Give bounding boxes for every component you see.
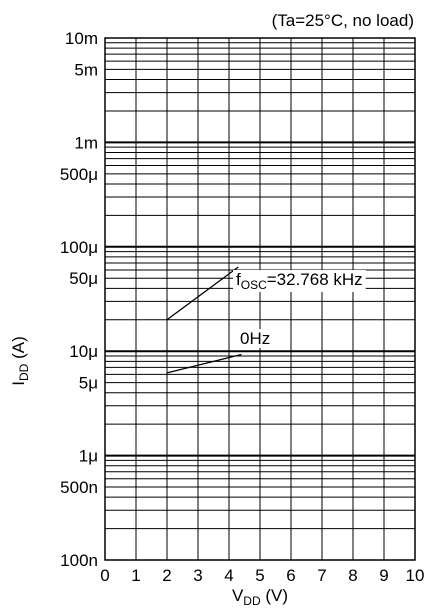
annotation-backgrounds <box>233 11 416 348</box>
annotation-0hz: 0Hz <box>240 329 270 348</box>
y-tick-label: 10m <box>65 29 98 48</box>
plot-frame <box>104 37 416 561</box>
y-tick-label: 5μ <box>79 374 98 393</box>
annotation-fosc: fOSC=32.768 kHz <box>236 270 363 292</box>
y-tick-label: 100n <box>60 551 98 570</box>
x-tick-label: 10 <box>406 566 425 585</box>
y-tick-label: 5m <box>74 60 98 79</box>
chart-condition: (Ta=25°C, no load) <box>272 11 414 30</box>
leader-line-fosc <box>166 266 239 321</box>
annotation-0hz-bg <box>237 329 274 348</box>
annotation-fosc-bg <box>233 270 366 292</box>
y-tick-labels: 10m 5m 1m 500μ 100μ 50μ 10μ 5μ 1μ 500n 100n <box>60 29 98 570</box>
x-tick-label: 3 <box>193 566 202 585</box>
x-tick-label: 6 <box>286 566 295 585</box>
annotation-leaders <box>166 266 242 374</box>
x-tick-label: 5 <box>255 566 264 585</box>
chart-condition-bg <box>269 11 416 30</box>
grid-minor-lines <box>105 38 415 560</box>
x-axis-label: VDD (V) <box>232 586 288 608</box>
x-tick-label: 7 <box>317 566 326 585</box>
x-tick-label: 2 <box>162 566 171 585</box>
y-tick-label: 1μ <box>79 447 98 466</box>
x-tick-labels: 0 1 2 3 4 5 6 7 8 9 10 <box>100 566 424 585</box>
x-tick-label: 4 <box>224 566 233 585</box>
grid-major-lines <box>105 141 415 457</box>
x-tick-label: 0 <box>100 566 109 585</box>
plot-border <box>104 37 416 561</box>
x-tick-label: 1 <box>131 566 140 585</box>
y-tick-label: 1m <box>74 133 98 152</box>
y-tick-label: 500n <box>60 478 98 497</box>
y-tick-label: 50μ <box>69 269 98 288</box>
y-axis-label: IDD (A) <box>9 336 31 385</box>
y-tick-label: 100μ <box>60 238 98 257</box>
x-tick-label: 9 <box>379 566 388 585</box>
y-tick-label: 10μ <box>69 342 98 361</box>
x-tick-label: 8 <box>348 566 357 585</box>
leader-line-0hz <box>166 353 242 374</box>
y-tick-label: 500μ <box>60 165 98 184</box>
